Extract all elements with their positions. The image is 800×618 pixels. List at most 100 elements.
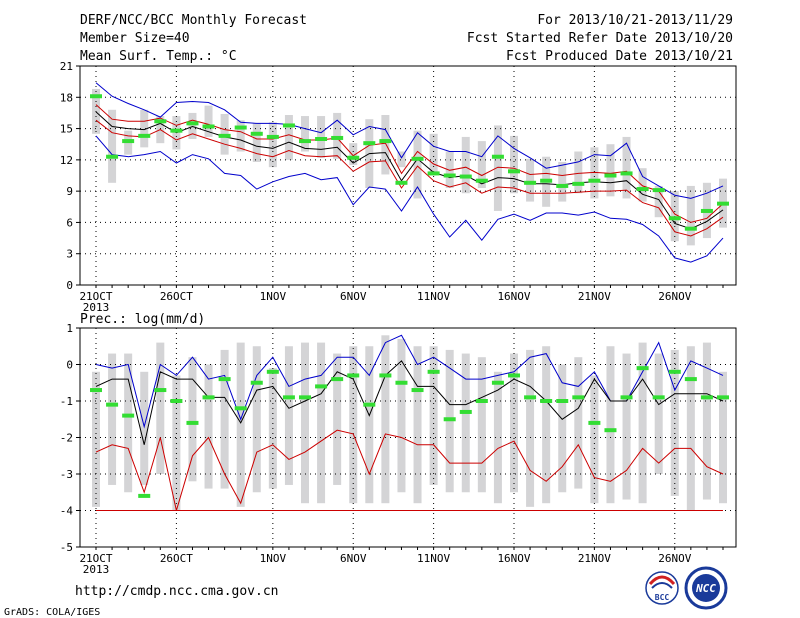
temp-spread-box bbox=[413, 130, 422, 199]
prec-spread-box bbox=[526, 349, 535, 507]
prec-series-lower bbox=[95, 429, 724, 511]
temp-xtick-label: 21OCT bbox=[79, 290, 112, 303]
prec-spread-box bbox=[622, 353, 631, 500]
temp-marker bbox=[475, 178, 488, 183]
temp-xtick-label: 6NOV bbox=[340, 290, 367, 303]
temp-spread-box bbox=[268, 122, 277, 168]
precip-label: Prec.: log(mm/d) bbox=[80, 312, 205, 327]
prec-spread-box bbox=[686, 346, 695, 511]
temp-xtick-label: 1NOV bbox=[260, 290, 287, 303]
prec-marker bbox=[331, 377, 344, 382]
temp-marker bbox=[347, 155, 360, 160]
temp-spread-box bbox=[140, 109, 149, 148]
prec-marker bbox=[299, 395, 311, 400]
temp-plot-frame bbox=[79, 65, 737, 286]
prec-ytick-label: 1 bbox=[66, 322, 73, 335]
ncc-logo-text: NCC bbox=[695, 582, 716, 595]
temp-marker bbox=[443, 173, 456, 178]
prec-spread-box bbox=[156, 342, 165, 474]
prec-spread-box bbox=[542, 346, 551, 504]
prec-spread-box bbox=[461, 353, 470, 493]
temp-marker bbox=[250, 131, 263, 136]
chart-title: DERF/NCC/BCC Monthly Forecast bbox=[80, 13, 307, 28]
prec-spread-box bbox=[493, 371, 502, 504]
member-size: Member Size=40 bbox=[80, 31, 190, 46]
prec-spread-box bbox=[317, 342, 326, 504]
prec-xtick-label: 26NOV bbox=[658, 552, 691, 565]
prec-spread-box bbox=[349, 346, 358, 504]
temp-series-lower bbox=[95, 119, 724, 237]
temp-spread-box bbox=[252, 123, 261, 162]
prec-ytick-label: -3 bbox=[60, 468, 73, 481]
prec-marker bbox=[234, 406, 247, 411]
temp-marker bbox=[459, 174, 472, 179]
temp-marker bbox=[620, 171, 633, 176]
prec-spread-box bbox=[92, 371, 100, 507]
temp-marker bbox=[668, 216, 681, 221]
prec-marker bbox=[700, 395, 713, 400]
source-url: http://cmdp.ncc.cma.gov.cn bbox=[75, 584, 279, 599]
prec-spread-box bbox=[124, 353, 133, 493]
prec-ytick-label: -2 bbox=[60, 432, 73, 445]
prec-marker bbox=[556, 399, 569, 403]
temp-marker bbox=[572, 181, 585, 186]
temp-ytick-label: 18 bbox=[60, 91, 73, 104]
temp-series-max bbox=[95, 82, 724, 199]
prec-spread-box bbox=[413, 346, 422, 504]
prec-spread-box bbox=[638, 342, 647, 504]
temp-spread-box bbox=[510, 135, 518, 194]
temp-marker bbox=[717, 201, 729, 206]
prec-marker bbox=[266, 369, 279, 374]
prec-marker bbox=[443, 417, 456, 422]
temp-ytick-label: 15 bbox=[60, 123, 73, 136]
prec-spread-box bbox=[236, 342, 245, 507]
temp-marker bbox=[138, 133, 151, 138]
bcc-logo: BCC bbox=[645, 571, 679, 605]
temp-series-min bbox=[95, 135, 724, 263]
temp-ytick-label: 6 bbox=[66, 216, 73, 229]
prec-series-mean bbox=[95, 360, 724, 445]
prec-marker bbox=[636, 366, 649, 371]
prec-xtick-label: 16NOV bbox=[497, 552, 530, 565]
prec-marker bbox=[524, 395, 537, 400]
ncc-logo: NCC bbox=[684, 566, 728, 610]
prec-marker bbox=[620, 395, 633, 400]
prec-spread-box bbox=[590, 375, 599, 504]
temp-spread-box bbox=[349, 143, 358, 166]
temp-spread-box bbox=[686, 185, 695, 246]
temp-marker bbox=[170, 128, 183, 133]
prec-xtick-label: 1NOV bbox=[260, 552, 287, 565]
temp-xtick-label: 21NOV bbox=[578, 290, 611, 303]
prec-marker bbox=[347, 373, 360, 378]
bcc-logo-text: BCC bbox=[655, 593, 670, 602]
prec-marker bbox=[491, 380, 504, 385]
temp-marker bbox=[508, 169, 520, 174]
temp-spread-box bbox=[622, 136, 631, 199]
temp-spread-box bbox=[381, 115, 390, 175]
prec-spread-box bbox=[477, 357, 486, 493]
prec-spread-box bbox=[301, 342, 309, 504]
prec-xtick-label: 21OCT bbox=[79, 552, 112, 565]
temp-spread-box bbox=[526, 158, 535, 202]
temp-spread-box bbox=[429, 133, 438, 176]
prec-spread-box bbox=[654, 353, 663, 474]
prec-marker bbox=[652, 395, 665, 400]
prec-spread-box bbox=[252, 346, 261, 493]
prec-spread-box bbox=[719, 371, 727, 504]
temp-ytick-label: 3 bbox=[66, 248, 73, 261]
prec-marker bbox=[90, 388, 102, 393]
prec-spread-box bbox=[220, 349, 229, 489]
forecast-period: For 2013/10/21-2013/11/29 bbox=[537, 13, 733, 28]
prec-marker bbox=[508, 373, 520, 378]
temp-xtick-label: 26NOV bbox=[658, 290, 691, 303]
temp-marker bbox=[202, 124, 215, 129]
prec-xtick-year: 2013 bbox=[83, 563, 110, 576]
temp-xtick-label: 11NOV bbox=[417, 290, 450, 303]
temp-xtick-label: 16NOV bbox=[497, 290, 530, 303]
temp-spread-box bbox=[558, 161, 567, 202]
temp-marker bbox=[556, 183, 569, 188]
prec-marker bbox=[540, 399, 553, 403]
prec-xtick-label: 21NOV bbox=[578, 552, 611, 565]
prec-marker bbox=[604, 428, 617, 433]
